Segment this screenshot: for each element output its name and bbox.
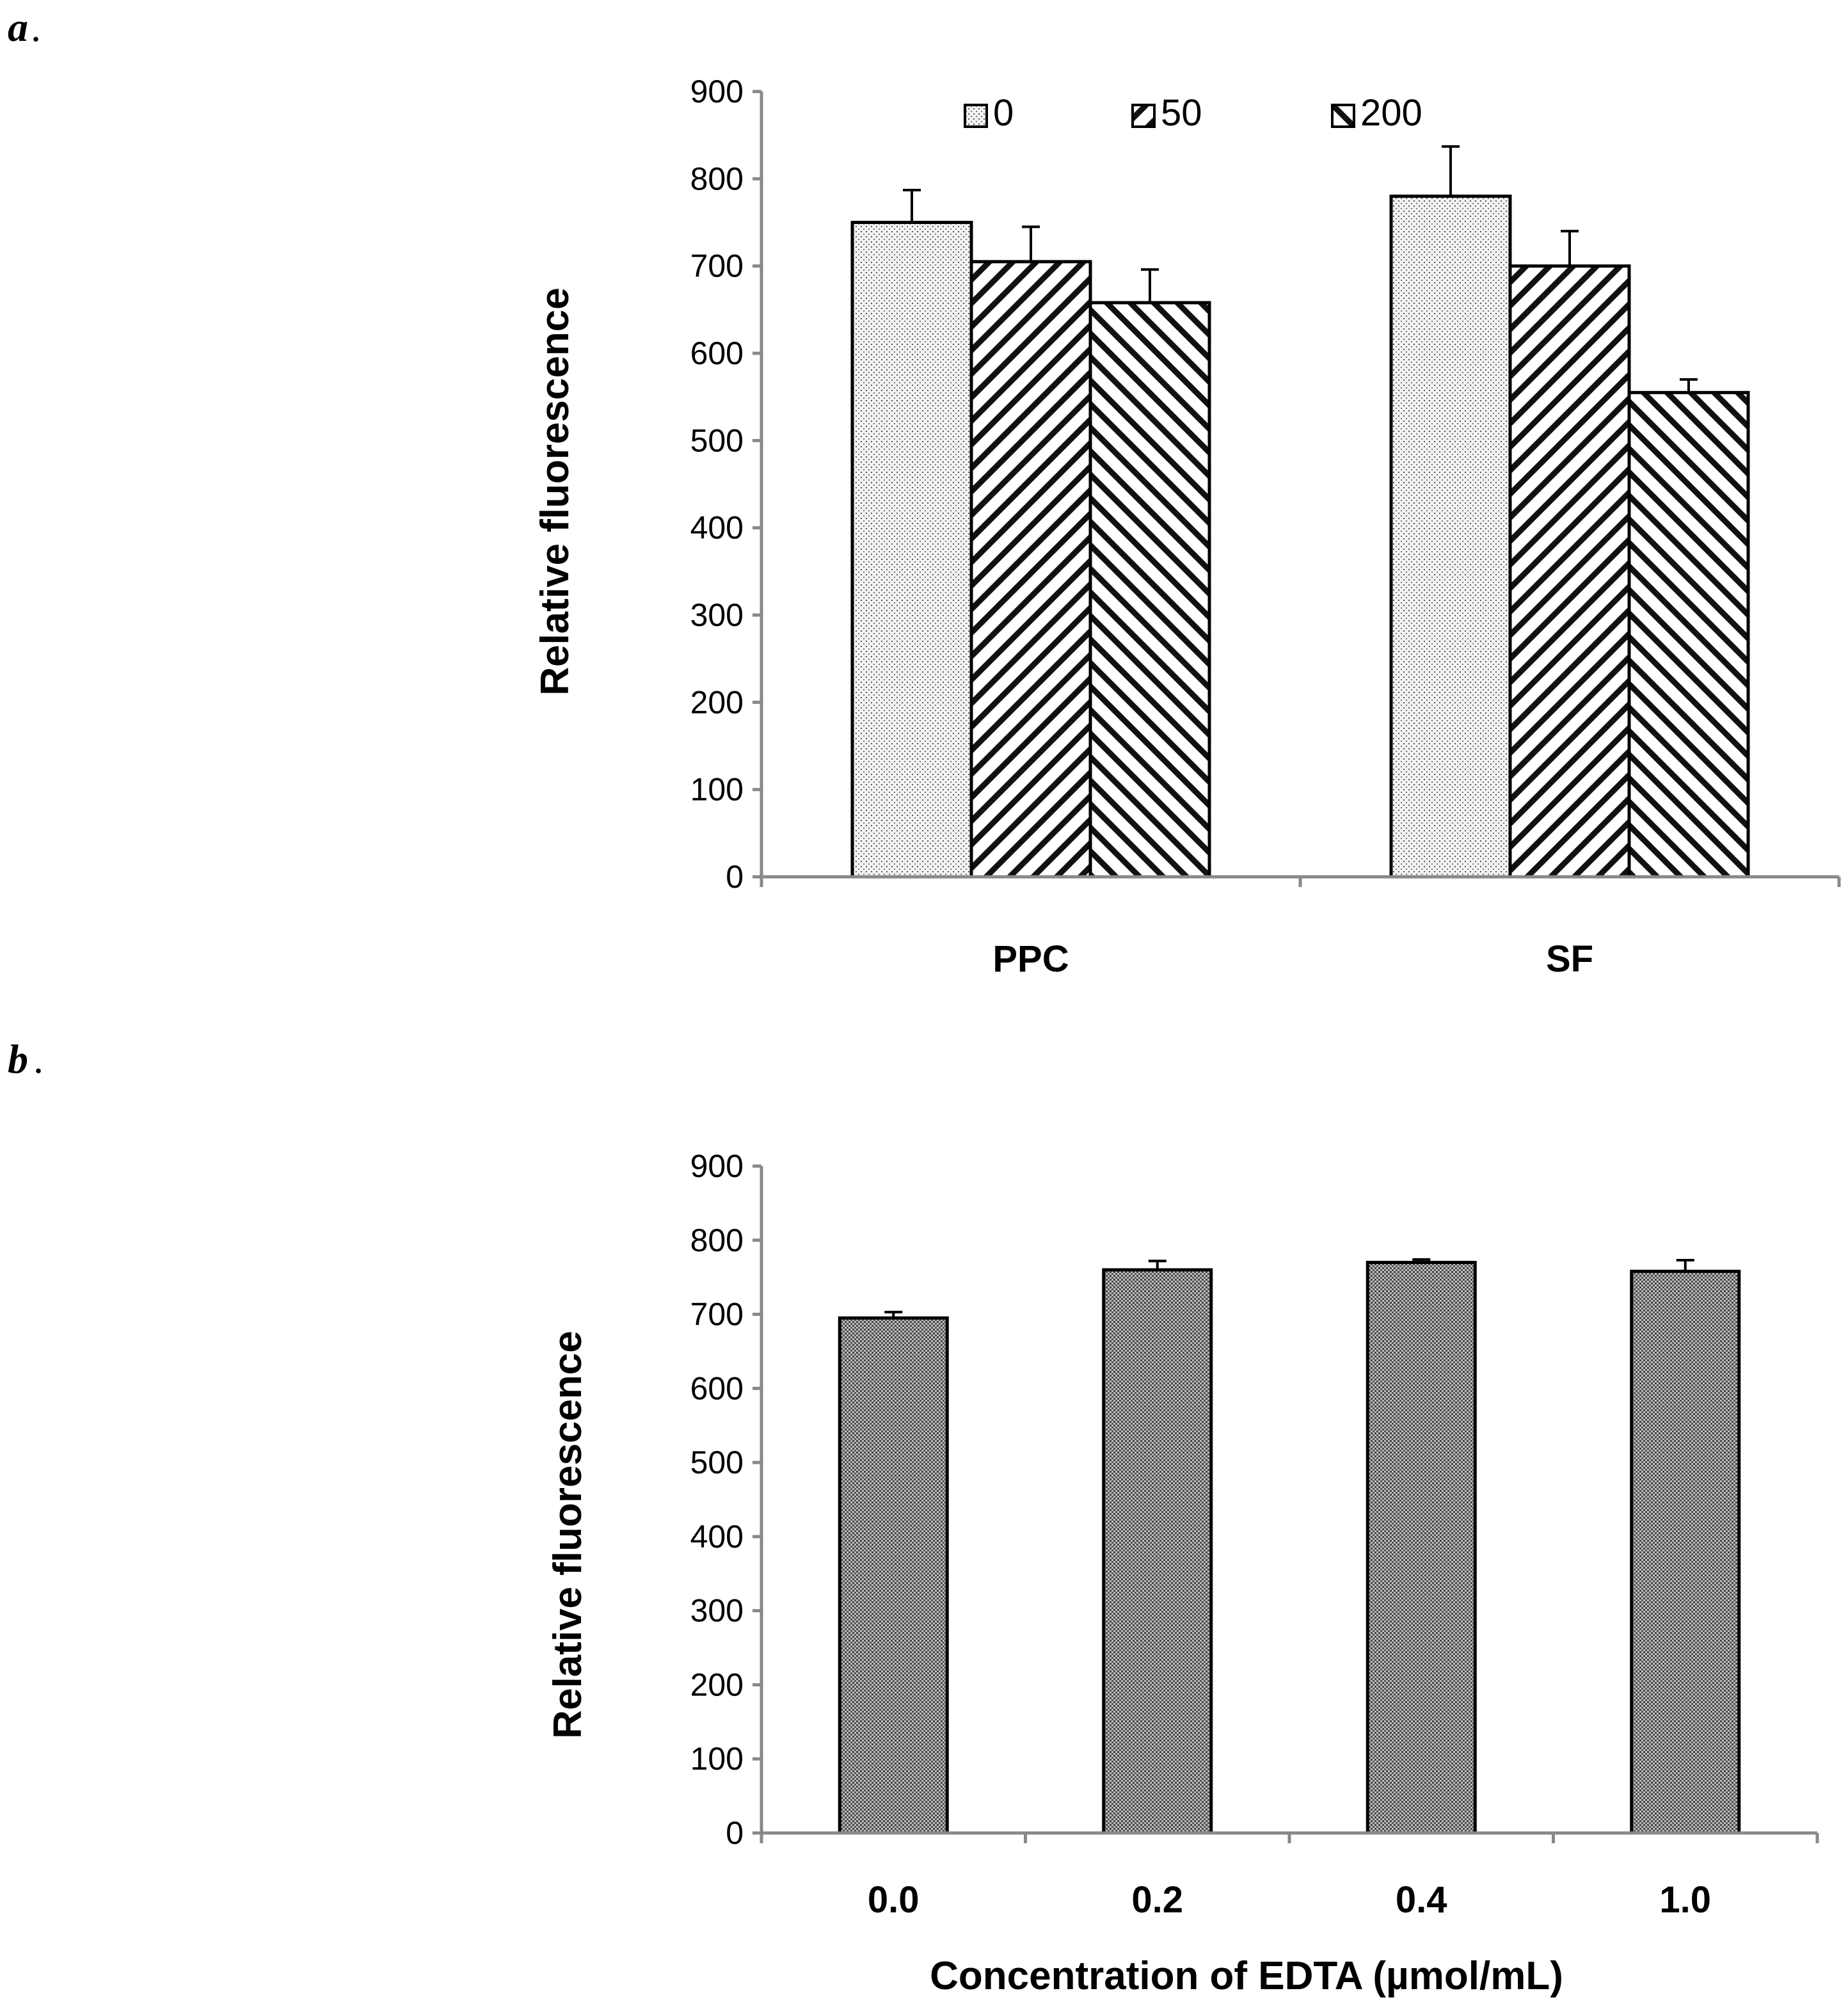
chart-a-y-tick-label: 200 xyxy=(690,684,744,720)
chart-a-category-label: SF xyxy=(1546,938,1593,980)
chart-a-y-tick-label: 900 xyxy=(690,74,744,109)
chart-a-legend-label-50: 50 xyxy=(1161,92,1202,134)
chart-b-y-tick-label: 500 xyxy=(690,1445,744,1480)
chart-b-y-tick-label: 200 xyxy=(690,1667,744,1702)
chart-b-category-label: 0.4 xyxy=(1396,1879,1447,1921)
chart-a-error-bar xyxy=(1561,230,1579,266)
panel-a-label: a . xyxy=(8,4,41,50)
chart-a-category-labels: PPC SF xyxy=(992,938,1593,980)
chart-a-legend-swatch-50 xyxy=(1131,104,1156,128)
chart-a-legend-swatch-0 xyxy=(964,104,988,128)
chart-b-y-axis-title: Relative fluorescence xyxy=(546,1331,590,1739)
chart-a-bar-SF-200 xyxy=(1627,390,1750,879)
chart-b: Relative fluorescence 0 100 200 300 400 500 60… xyxy=(546,1148,1819,1998)
chart-b-axes xyxy=(760,1166,1819,1843)
chart-a-bar-PPC-200 xyxy=(1088,301,1211,879)
panel-b-label: b . xyxy=(8,1036,44,1082)
chart-a-legend-swatch-200 xyxy=(1331,104,1355,128)
chart-a-bar-SF-50 xyxy=(1508,264,1631,879)
chart-a-bar-PPC-50 xyxy=(969,260,1092,879)
chart-a-y-tick-label: 500 xyxy=(690,422,744,458)
chart-a: Relative fluorescence 010020030040050060… xyxy=(533,74,1841,980)
chart-a-legend: 0 50 200 xyxy=(964,92,1422,134)
chart-a-axes xyxy=(760,92,1841,887)
chart-a-y-tick-label: 600 xyxy=(690,335,744,371)
chart-a-error-bar xyxy=(903,189,921,223)
chart-b-y-tick-label: 400 xyxy=(690,1519,744,1555)
chart-b-y-tick-label: 900 xyxy=(690,1148,744,1184)
chart-b-bar-0.4-EDTA xyxy=(1366,1261,1477,1835)
chart-b-bar-1.0-EDTA xyxy=(1630,1269,1741,1835)
chart-b-category-label: 0.2 xyxy=(1131,1879,1183,1921)
chart-a-y-tick-label: 300 xyxy=(690,597,744,633)
chart-b-bar-0.2-EDTA xyxy=(1102,1268,1213,1835)
chart-a-category-label: PPC xyxy=(992,938,1069,980)
chart-b-error-bar xyxy=(1676,1259,1694,1272)
chart-b-y-tick-label: 300 xyxy=(690,1593,744,1629)
panel-b-dot: . xyxy=(33,1036,44,1082)
chart-a-error-bar xyxy=(1680,378,1698,393)
chart-a-y-tick-label: 100 xyxy=(690,772,744,808)
chart-a-y-ticks: 0 100 200 300 400 500 600 700 800 900 xyxy=(690,74,761,895)
chart-b-error-bar xyxy=(1148,1260,1167,1270)
chart-a-y-tick-label: 700 xyxy=(690,248,744,284)
chart-a-y-tick-label: 0 xyxy=(726,859,744,895)
chart-a-legend-label-0: 0 xyxy=(993,92,1014,134)
chart-b-category-labels: 0.0 0.2 0.4 1.0 xyxy=(868,1879,1711,1921)
chart-b-category-label: 1.0 xyxy=(1659,1879,1711,1921)
chart-b-y-ticks: 0 100 200 300 400 500 600 700 800 900 xyxy=(690,1148,761,1851)
chart-a-bar-SF-0 xyxy=(1389,195,1512,879)
chart-b-y-tick-label: 0 xyxy=(726,1815,744,1851)
chart-b-y-tick-label: 100 xyxy=(690,1741,744,1777)
chart-b-x-axis-title: Concentration of EDTA (µmol/mL) xyxy=(930,1954,1563,1998)
chart-b-error-bar xyxy=(1412,1258,1431,1263)
chart-b-bar-0.0-EDTA xyxy=(838,1316,949,1835)
chart-a-y-tick-label: 800 xyxy=(690,161,744,196)
panel-b-letter: b xyxy=(8,1036,28,1082)
panel-a-dot: . xyxy=(31,4,41,50)
chart-b-error-bar xyxy=(884,1311,903,1318)
panel-a-letter: a xyxy=(8,4,28,50)
chart-a-legend-label-200: 200 xyxy=(1360,92,1422,134)
chart-a-error-bar xyxy=(1022,225,1040,262)
chart-a-bar-PPC-0 xyxy=(850,221,973,879)
chart-a-error-bar xyxy=(1141,268,1159,303)
chart-b-y-tick-label: 800 xyxy=(690,1222,744,1258)
chart-b-y-tick-label: 700 xyxy=(690,1297,744,1333)
chart-b-bars xyxy=(838,1258,1741,1835)
chart-a-error-bar xyxy=(1442,145,1460,196)
chart-b-category-label: 0.0 xyxy=(868,1879,920,1921)
chart-a-y-axis-title: Relative fluorescence xyxy=(533,287,577,696)
chart-a-y-tick-label: 400 xyxy=(690,510,744,546)
chart-a-bars xyxy=(850,145,1750,879)
chart-b-y-tick-label: 600 xyxy=(690,1370,744,1406)
